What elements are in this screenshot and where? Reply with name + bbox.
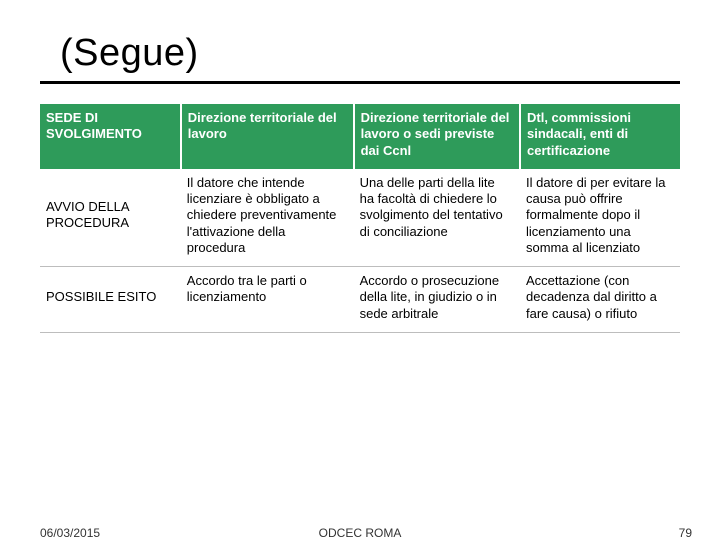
footer-center: ODCEC ROMA [0,526,720,540]
slide: (Segue) SEDE DI SVOLGIMENTO Direzione te… [0,0,720,540]
cell: Una delle parti della lite ha facoltà di… [354,169,520,267]
table-row: POSSIBILE ESITO Accordo tra le parti o l… [40,267,680,333]
title-rule: (Segue) [40,32,680,84]
header-cell-rowlabel: SEDE DI SVOLGIMENTO [40,104,181,169]
header-cell-col1: Direzione territoriale del lavoro [181,104,354,169]
header-cell-col3: Dtl, commissioni sindacali, enti di cert… [520,104,680,169]
table-row: AVVIO DELLA PROCEDURA Il datore che inte… [40,169,680,267]
row-label: POSSIBILE ESITO [40,267,181,333]
cell: Accordo o prosecuzione della lite, in gi… [354,267,520,333]
cell: Accordo tra le parti o licenziamento [181,267,354,333]
cell: Accettazione (con decadenza dal diritto … [520,267,680,333]
cell: Il datore che intende licenziare è obbli… [181,169,354,267]
cell: Il datore di per evitare la causa può of… [520,169,680,267]
table-header-row: SEDE DI SVOLGIMENTO Direzione territoria… [40,104,680,169]
content-table: SEDE DI SVOLGIMENTO Direzione territoria… [40,104,680,333]
footer-page: 79 [679,526,692,540]
page-title: (Segue) [40,32,680,75]
header-cell-col2: Direzione territoriale del lavoro o sedi… [354,104,520,169]
row-label: AVVIO DELLA PROCEDURA [40,169,181,267]
